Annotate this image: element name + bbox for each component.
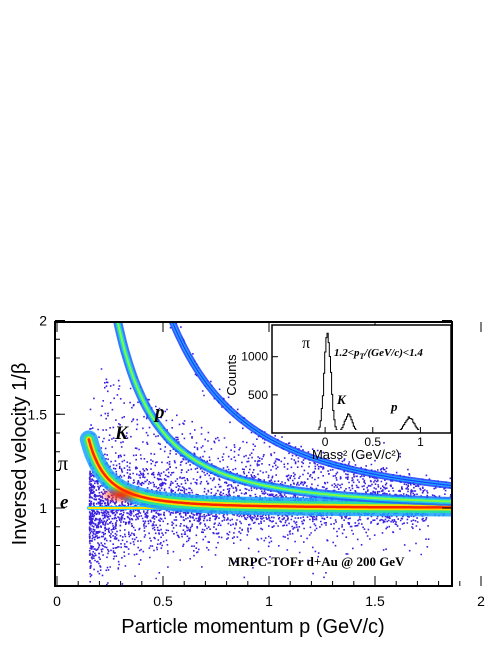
inset-frame (271, 324, 452, 434)
band-layer (79, 322, 452, 517)
inset-x-axis-label: Mass² (GeV/c²) (312, 447, 400, 462)
inset-y-tick-label: 500 (248, 388, 268, 402)
x-tick-label: 1.5 (365, 593, 385, 609)
main-plot: 00.511.522.533.511.52 (28, 313, 486, 610)
plot-frame (54, 321, 453, 587)
band-label-p: p (153, 402, 165, 423)
inset-chart: 0 0.5 1 500 1000 1.2<pT/(GeV/c)<1.4 π K p Co… (224, 324, 452, 462)
inset-x-tick-label: 1 (417, 435, 424, 449)
inset-mass-histogram (317, 332, 421, 430)
band-K-layer (116, 322, 452, 503)
band-label-pi: π (58, 453, 68, 475)
inset-x-tick-label: 0 (322, 435, 329, 449)
inset-peak-label-k: K (336, 392, 347, 407)
inset-peak-label-p: p (390, 399, 398, 414)
inset-axis-ticks: 0 0.5 1 500 1000 (241, 350, 424, 449)
inset-x-tick-label: 0.5 (364, 435, 381, 449)
inset-peak-label-pi: π (302, 335, 310, 352)
band-label-e: e (60, 492, 69, 513)
inset-y-tick-label: 1000 (241, 350, 268, 364)
dataset-annotation: MRPC-TOFr d+Au @ 200 GeV (228, 554, 405, 569)
y-tick-label: 2 (39, 313, 47, 329)
inset-y-axis-label: Counts (224, 354, 239, 396)
main-axis-ticks (55, 320, 482, 586)
band-p-layer (171, 322, 452, 487)
scatter-layer (88, 322, 452, 586)
y-tick-label: 1 (39, 500, 47, 516)
y-axis-label: Inversed velocity 1/β (9, 363, 31, 546)
scatter-points (88, 322, 452, 586)
x-tick-label: 0.5 (153, 593, 173, 609)
x-tick-label: 0 (53, 593, 61, 609)
band-label-k: K (114, 423, 129, 444)
main-axis-tick-labels: 00.511.522.533.511.52 (28, 313, 486, 610)
x-tick-label: 1 (265, 593, 273, 609)
inset-cut-label: 1.2<pT/(GeV/c)<1.4 (334, 347, 423, 361)
y-tick-label: 1.5 (28, 406, 48, 422)
band-π-layer (87, 438, 452, 509)
x-tick-label: 2 (477, 593, 485, 609)
pion-density-core (98, 485, 143, 504)
x-axis-label: Particle momentum p (GeV/c) (121, 616, 384, 638)
